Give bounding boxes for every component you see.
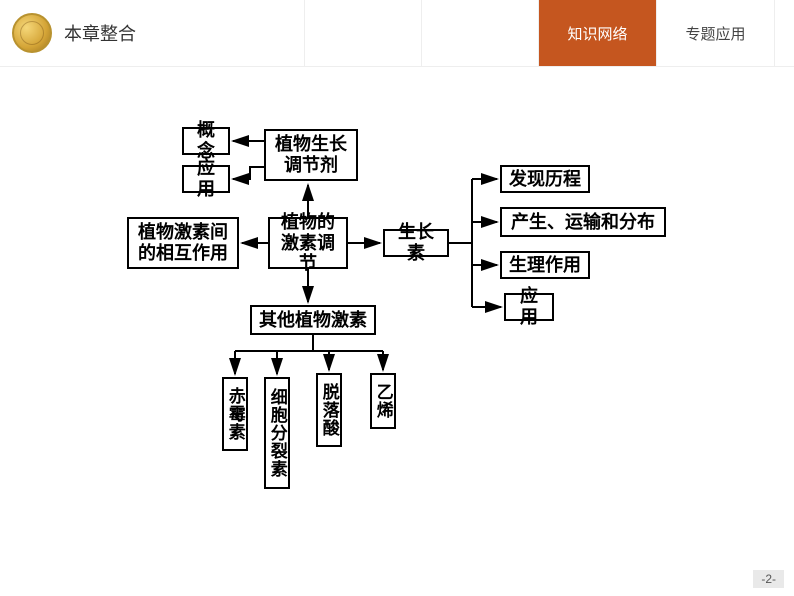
header-spacer-2 [422,0,539,66]
node-concept: 概念 [182,127,230,155]
node-cytokinin: 细胞分裂素 [264,377,290,489]
node-application-2: 应用 [504,293,554,321]
node-abscisic-acid: 脱落酸 [316,373,342,447]
node-regulator: 植物生长 调节剂 [264,129,358,181]
node-ethylene: 乙烯 [370,373,396,429]
header-spacer-1 [305,0,422,66]
node-application-1: 应用 [182,165,230,193]
logo-icon [12,13,52,53]
node-physiology: 生理作用 [500,251,590,279]
diagram-area: 概念 植物生长 调节剂 应用 植物激素间 的相互作用 植物的 激素调节 生长素 … [0,67,794,547]
header: 本章整合 知识网络 专题应用 [0,0,794,67]
page-number: -2- [753,570,784,588]
tab-knowledge-network[interactable]: 知识网络 [539,0,657,66]
node-auxin: 生长素 [383,229,449,257]
node-interaction: 植物激素间 的相互作用 [127,217,239,269]
node-discovery: 发现历程 [500,165,590,193]
diagram-connectors [0,67,794,547]
node-others: 其他植物激素 [250,305,376,335]
tab-topic-application[interactable]: 专题应用 [657,0,775,66]
tab-label: 知识网络 [567,23,627,44]
node-center: 植物的 激素调节 [268,217,348,269]
tab-label: 专题应用 [685,23,745,44]
node-production: 产生、运输和分布 [500,207,666,237]
logo-section: 本章整合 [0,0,305,66]
page-title: 本章整合 [64,20,136,46]
node-gibberellin: 赤霉素 [222,377,248,451]
